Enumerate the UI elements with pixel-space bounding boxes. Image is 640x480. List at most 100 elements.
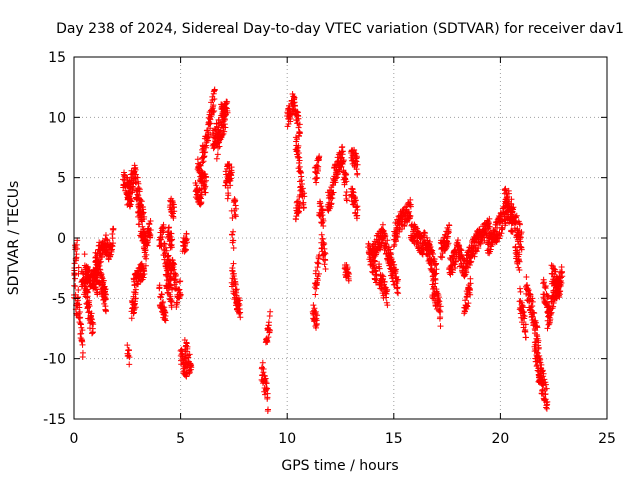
data-point (101, 286, 108, 293)
data-point (481, 237, 488, 244)
data-point (520, 312, 527, 319)
data-point (406, 214, 413, 221)
data-point (230, 237, 237, 244)
data-point (321, 249, 328, 256)
data-point (157, 294, 164, 301)
data-point (160, 299, 167, 306)
x-tick-label: 10 (278, 431, 296, 447)
data-point (314, 174, 321, 181)
data-point (336, 168, 343, 175)
y-axis-label: SDTVAR / TECUs (6, 181, 22, 296)
y-tick-label: 5 (57, 171, 66, 187)
x-tick-label: 15 (385, 431, 403, 447)
data-point (540, 382, 547, 389)
data-point (138, 198, 145, 205)
data-point (380, 273, 387, 280)
data-point (327, 195, 334, 202)
data-point (493, 238, 500, 245)
data-point (265, 406, 272, 413)
data-point (144, 237, 151, 244)
data-point (166, 276, 173, 283)
data-point (132, 295, 139, 302)
data-point (522, 334, 529, 341)
data-point (79, 349, 86, 356)
data-point (529, 314, 536, 321)
data-point (354, 212, 361, 219)
data-point (296, 130, 303, 137)
x-tick-label: 20 (491, 431, 509, 447)
data-point (232, 213, 239, 220)
data-point (394, 289, 401, 296)
data-point (497, 233, 504, 240)
data-point (373, 271, 380, 278)
data-point (233, 205, 240, 212)
data-point (392, 237, 399, 244)
data-point (319, 219, 326, 226)
data-point (396, 228, 403, 235)
data-point (260, 366, 267, 373)
data-point (110, 240, 117, 247)
data-point (75, 286, 82, 293)
data-point (502, 185, 509, 192)
data-point (296, 121, 303, 128)
data-point (126, 354, 133, 361)
data-point (90, 321, 97, 328)
data-point (146, 221, 153, 228)
data-point (109, 235, 116, 242)
data-point (202, 183, 209, 190)
data-point (493, 239, 500, 246)
data-point (176, 286, 183, 293)
data-point (236, 297, 243, 304)
data-point (531, 310, 538, 317)
y-tick-label: -5 (52, 291, 66, 307)
data-point (390, 243, 397, 250)
data-point (372, 258, 379, 265)
data-point (522, 328, 529, 335)
data-point (443, 245, 450, 252)
data-point (532, 341, 539, 348)
data-point (475, 245, 482, 252)
data-points (71, 86, 566, 414)
data-point (163, 247, 170, 254)
data-point (544, 398, 551, 405)
data-point (421, 229, 428, 236)
data-point (295, 160, 302, 167)
data-point (295, 115, 302, 122)
data-point (286, 105, 293, 112)
data-point (265, 319, 272, 326)
data-point (161, 240, 168, 247)
data-point (558, 270, 565, 277)
data-point (532, 319, 539, 326)
data-point (510, 204, 517, 211)
data-point (188, 364, 195, 371)
data-point (262, 375, 269, 382)
plot-frame (73, 56, 608, 420)
data-point (391, 241, 398, 248)
data-point (541, 284, 548, 291)
data-point (174, 299, 181, 306)
data-point (437, 308, 444, 315)
data-point (263, 380, 270, 387)
data-point (100, 277, 107, 284)
data-point (295, 124, 302, 131)
data-point (72, 275, 79, 282)
data-point (445, 240, 452, 247)
data-point (202, 149, 209, 156)
data-point (310, 302, 317, 309)
data-point (390, 278, 397, 285)
data-point (168, 282, 175, 289)
data-point (382, 232, 389, 239)
data-point (96, 259, 103, 266)
data-point (124, 342, 131, 349)
data-point (84, 264, 91, 271)
data-point (540, 280, 547, 287)
data-point (535, 344, 542, 351)
data-point (320, 217, 327, 224)
data-point (548, 262, 555, 269)
data-point (518, 246, 525, 253)
data-point (170, 260, 177, 267)
data-point (467, 259, 474, 266)
data-point (465, 300, 472, 307)
data-point (235, 300, 242, 307)
data-point (387, 265, 394, 272)
